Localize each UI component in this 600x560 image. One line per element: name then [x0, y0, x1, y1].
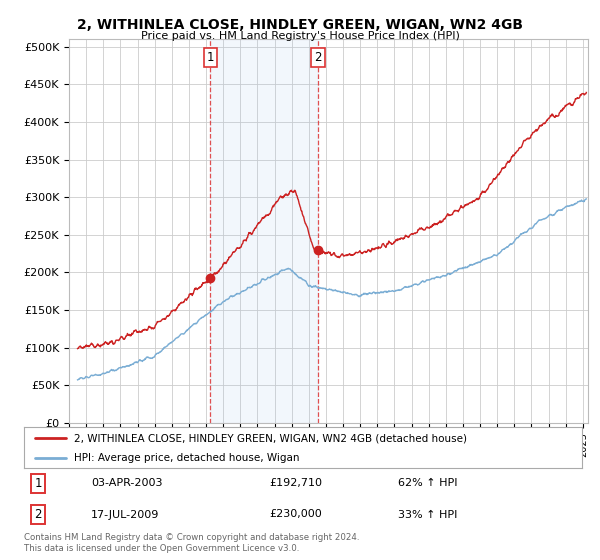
- Text: £230,000: £230,000: [269, 510, 322, 520]
- Text: 2: 2: [34, 508, 42, 521]
- Text: HPI: Average price, detached house, Wigan: HPI: Average price, detached house, Wiga…: [74, 452, 300, 463]
- Text: 17-JUL-2009: 17-JUL-2009: [91, 510, 160, 520]
- Text: Contains HM Land Registry data © Crown copyright and database right 2024.
This d: Contains HM Land Registry data © Crown c…: [24, 533, 359, 553]
- Text: 2: 2: [314, 51, 322, 64]
- Bar: [211, 39, 318, 423]
- Text: 1: 1: [34, 477, 42, 490]
- Text: £192,710: £192,710: [269, 478, 323, 488]
- Text: 2, WITHINLEA CLOSE, HINDLEY GREEN, WIGAN, WN2 4GB: 2, WITHINLEA CLOSE, HINDLEY GREEN, WIGAN…: [77, 18, 523, 32]
- Text: 33% ↑ HPI: 33% ↑ HPI: [398, 510, 457, 520]
- Text: 03-APR-2003: 03-APR-2003: [91, 478, 163, 488]
- Text: 1: 1: [206, 51, 214, 64]
- Text: Price paid vs. HM Land Registry's House Price Index (HPI): Price paid vs. HM Land Registry's House …: [140, 31, 460, 41]
- Text: 62% ↑ HPI: 62% ↑ HPI: [398, 478, 457, 488]
- Text: 2, WITHINLEA CLOSE, HINDLEY GREEN, WIGAN, WN2 4GB (detached house): 2, WITHINLEA CLOSE, HINDLEY GREEN, WIGAN…: [74, 433, 467, 443]
